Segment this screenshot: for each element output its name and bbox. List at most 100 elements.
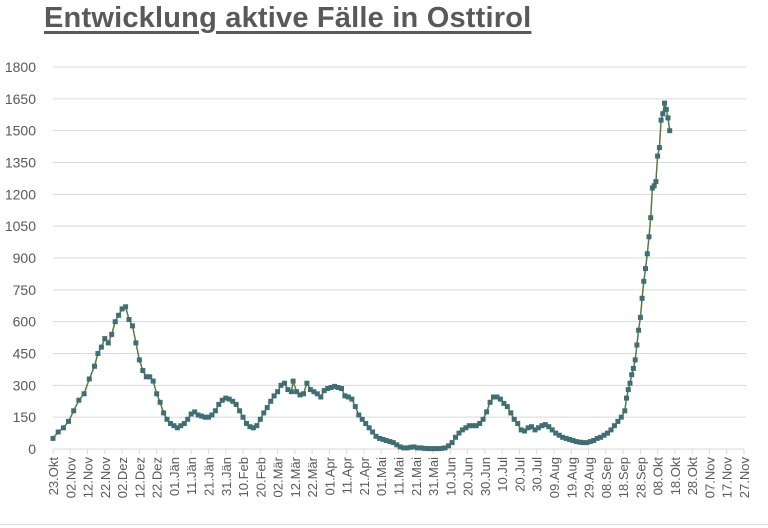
data-point-marker [154, 391, 160, 397]
x-tick-label: 22.Nov [98, 457, 113, 499]
data-point-marker [421, 445, 427, 451]
y-tick-label: 450 [13, 346, 37, 362]
data-point-marker [307, 387, 313, 393]
data-point-marker [342, 393, 348, 399]
data-point-marker [359, 416, 365, 422]
data-point-marker [553, 430, 559, 436]
data-point-marker [662, 100, 667, 106]
data-point-marker [66, 418, 71, 424]
data-point-marker [634, 342, 640, 348]
data-point-marker [629, 372, 635, 378]
x-tick-label: 28.Okt [685, 457, 700, 496]
x-tick-label: 01.Apr [322, 456, 337, 495]
data-point-marker [605, 430, 610, 436]
data-point-marker [199, 413, 205, 419]
data-point-marker [518, 427, 524, 433]
data-point-marker [556, 432, 562, 438]
data-point-marker [325, 386, 331, 391]
x-tick-label: 30.Jul [530, 457, 545, 492]
y-tick-label: 1350 [5, 155, 36, 171]
data-point-marker [636, 327, 642, 333]
data-point-marker [345, 394, 351, 400]
data-point-marker [432, 446, 438, 452]
data-point-marker [157, 399, 163, 405]
data-point-marker [515, 421, 521, 426]
data-point-marker [60, 425, 66, 431]
data-point-marker [625, 387, 631, 393]
data-point-marker [446, 443, 452, 449]
data-point-marker [449, 440, 455, 446]
data-point-marker [580, 440, 586, 446]
data-point-marker [363, 421, 369, 426]
data-point-marker [366, 425, 372, 431]
data-point-marker [425, 446, 431, 452]
x-tick-label: 20.Jun [461, 457, 476, 496]
data-point-marker [50, 435, 56, 441]
data-point-marker [577, 439, 583, 445]
data-point-marker [86, 376, 92, 382]
data-point-marker [314, 391, 320, 397]
data-point-marker [119, 306, 125, 312]
y-tick-label: 0 [28, 441, 36, 457]
x-tick-label: 28.Sep [633, 457, 648, 498]
data-point-marker [377, 435, 382, 441]
data-point-marker [383, 438, 389, 443]
x-tick-label: 11.Mai [392, 457, 407, 495]
data-point-marker [130, 323, 135, 329]
data-point-marker [487, 399, 493, 405]
data-point-marker [667, 128, 673, 134]
data-point-marker [442, 445, 448, 451]
data-point-marker [511, 416, 517, 422]
data-point-marker [264, 405, 270, 411]
data-point-marker [501, 400, 507, 406]
data-point-marker [466, 423, 472, 429]
data-point-marker [332, 383, 338, 389]
data-point-marker [584, 440, 590, 446]
data-point-marker [105, 340, 111, 346]
data-point-marker [237, 408, 243, 414]
data-point-marker [285, 387, 291, 393]
data-point-marker [665, 115, 671, 121]
x-tick-label: 10.Jun [443, 457, 458, 496]
data-point-marker [95, 351, 101, 356]
data-point-marker [126, 317, 132, 322]
data-point-marker [164, 416, 170, 422]
data-point-marker [542, 422, 548, 428]
data-point-marker [546, 424, 552, 430]
data-point-marker [147, 374, 153, 380]
x-tick-label: 02.Nov [63, 457, 78, 499]
data-point-marker [230, 398, 236, 404]
data-point-marker [648, 215, 654, 221]
data-point-marker [209, 412, 215, 418]
x-tick-label: 21.Mai [409, 457, 424, 496]
y-tick-label: 150 [13, 409, 37, 425]
data-point-marker [55, 429, 61, 435]
data-point-marker [456, 430, 462, 436]
y-tick-label: 1200 [5, 186, 36, 202]
data-point-marker [459, 427, 465, 433]
data-point-marker [288, 389, 294, 395]
data-point-marker [195, 412, 201, 418]
data-point-marker [549, 427, 555, 433]
data-point-marker [356, 412, 362, 418]
data-point-marker [202, 414, 208, 420]
data-point-marker [168, 421, 173, 426]
data-point-marker [76, 397, 82, 403]
data-point-marker [627, 380, 633, 386]
data-point-marker [352, 404, 358, 410]
data-point-marker [653, 179, 659, 185]
x-tick-label: 20.Jul [512, 457, 527, 492]
data-point-marker [587, 439, 593, 445]
y-tick-label: 1500 [5, 123, 36, 139]
x-tick-label: 10.Jul [495, 457, 510, 492]
x-tick-label: 30.Jun [478, 457, 493, 496]
data-point-marker [282, 380, 287, 386]
data-point-marker [611, 423, 617, 429]
data-point-marker [615, 418, 621, 424]
data-point-marker [250, 425, 256, 431]
data-point-marker [271, 393, 277, 399]
x-tick-label: 22.Dez [150, 457, 165, 498]
data-point-marker [98, 344, 104, 350]
data-point-marker [301, 391, 306, 397]
